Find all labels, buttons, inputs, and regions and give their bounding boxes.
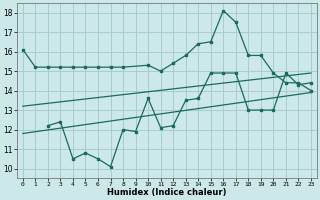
X-axis label: Humidex (Indice chaleur): Humidex (Indice chaleur) [107, 188, 227, 197]
